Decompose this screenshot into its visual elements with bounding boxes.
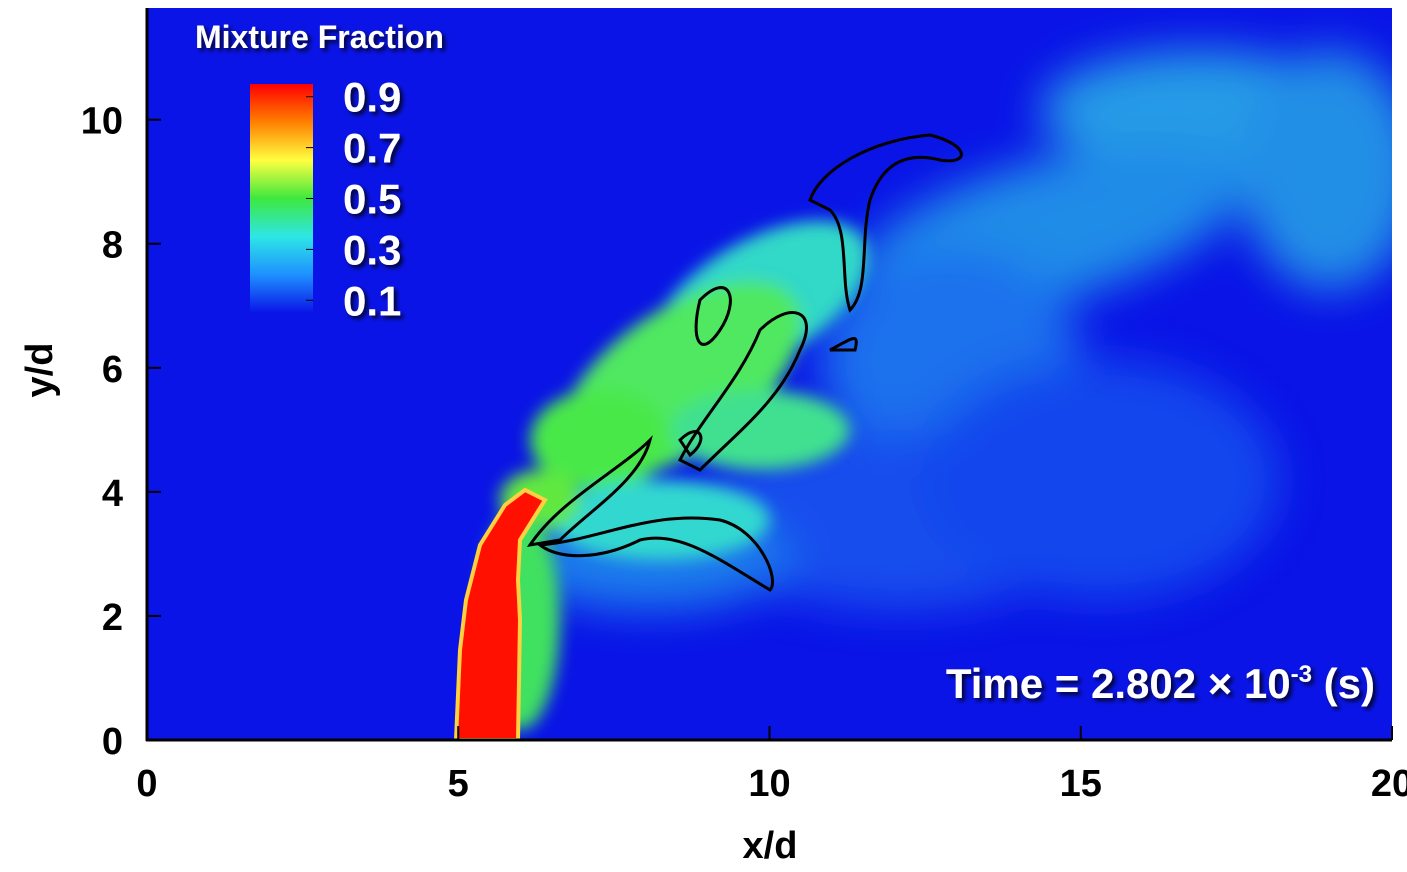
- y-tick-label: 8: [102, 225, 123, 267]
- annotation: Time = 2.802 × 10-3 (s): [946, 660, 1375, 707]
- colorbar: [250, 84, 313, 313]
- x-axis-label: x/d: [743, 825, 798, 867]
- colorbar-tick-label: 0.7: [343, 125, 401, 172]
- x-tick-label: 15: [1060, 763, 1102, 805]
- annotation-suffix: (s): [1312, 660, 1375, 707]
- field: [453, 50, 1392, 740]
- y-tick-label: 0: [102, 721, 123, 763]
- x-tick-label: 0: [136, 763, 157, 805]
- x-tick-label: 20: [1371, 763, 1407, 805]
- y-tick-label: 2: [102, 597, 123, 639]
- y-axis-label: y/d: [19, 343, 61, 398]
- colorbar-tick-label: 0.5: [343, 176, 401, 223]
- annotation-exponent: -3: [1291, 661, 1312, 688]
- y-tick-label: 4: [102, 473, 123, 515]
- x-tick-label: 5: [448, 763, 469, 805]
- colorbar-tick-label: 0.1: [343, 277, 401, 324]
- y-tick-label: 6: [102, 349, 123, 391]
- x-tick-label: 10: [748, 763, 790, 805]
- annotation-text: Time = 2.802 × 10: [946, 660, 1291, 707]
- colorbar-tick-label: 0.9: [343, 74, 401, 121]
- colorbar-tick-label: 0.3: [343, 226, 401, 273]
- colorbar-title: Mixture Fraction: [195, 19, 444, 55]
- y-tick-label: 10: [81, 101, 123, 143]
